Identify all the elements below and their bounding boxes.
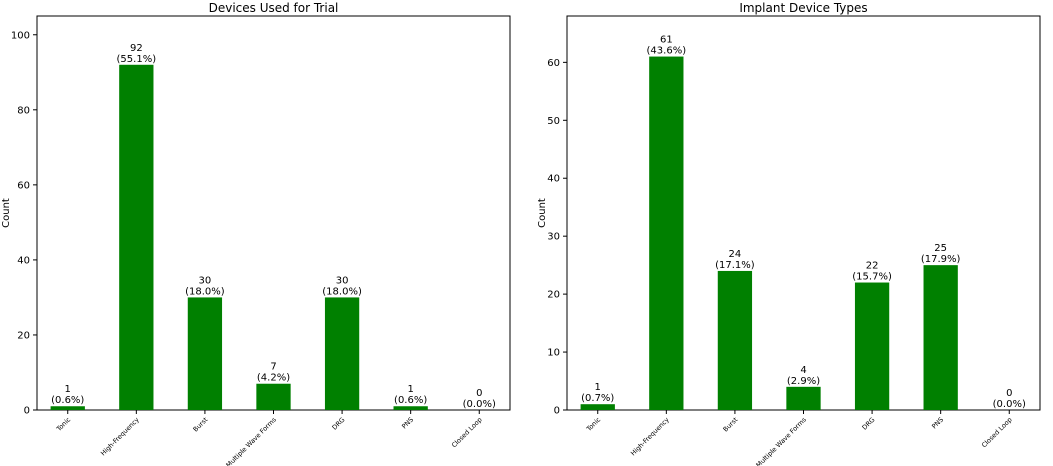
value-label: 1: [407, 384, 413, 395]
value-label: 92: [130, 43, 143, 54]
chart-title: Devices Used for Trial: [209, 1, 339, 15]
x-tick-label: Tonic: [584, 415, 602, 433]
y-tick-label: 50: [547, 116, 560, 127]
y-ticks: 0 20 40 60 80 100: [11, 30, 37, 417]
y-tick-label: 60: [17, 180, 30, 191]
y-tick-label: 0: [554, 406, 560, 417]
percent-label: (17.9%): [921, 254, 961, 265]
percent-label: (0.6%): [51, 395, 84, 406]
y-ticks: 0 10 20 30 40 50 60: [547, 58, 567, 417]
bar-high-frequency: [119, 64, 154, 411]
bar-burst: [717, 270, 753, 410]
value-label: 24: [729, 249, 742, 260]
y-tick-label: 100: [11, 30, 30, 41]
bar-tonic: [580, 404, 615, 410]
x-tick-label: Multiple Wave Forms: [754, 415, 808, 466]
y-tick-label: 40: [547, 174, 560, 185]
x-tick-label: DRG: [861, 416, 877, 432]
bar-tonic: [50, 406, 85, 410]
value-label: 30: [336, 275, 349, 286]
x-tick-label: DRG: [331, 416, 347, 432]
chart-title: Implant Device Types: [739, 1, 867, 15]
bar-burst: [187, 297, 223, 410]
y-tick-label: 20: [547, 290, 560, 301]
percent-label: (17.1%): [715, 260, 755, 271]
bar-multiple-wave-forms: [256, 383, 291, 410]
value-label: 61: [660, 35, 673, 46]
x-tick-label: Closed Loop: [980, 416, 1014, 450]
percent-label: (0.0%): [463, 399, 496, 410]
chart-devices-used-for-trial: Devices Used for Trial Count 02040608010…: [1, 1, 511, 466]
percent-label: (43.6%): [647, 46, 687, 57]
value-label: 0: [1006, 388, 1012, 399]
percent-label: (0.0%): [993, 399, 1026, 410]
bar-pns: [393, 406, 428, 410]
plot-frame: [566, 15, 1041, 411]
x-tick-label: Tonic: [54, 415, 72, 433]
percent-label: (15.7%): [852, 272, 892, 283]
y-tick-label: 0: [24, 406, 30, 417]
y-tick-label: 30: [547, 232, 560, 243]
value-label: 0: [476, 388, 482, 399]
plot-frame: [36, 15, 511, 411]
y-tick-label: 80: [17, 105, 30, 116]
y-tick-label: 20: [17, 330, 30, 341]
value-label: 22: [866, 261, 879, 272]
value-label: 30: [199, 275, 212, 286]
x-tick-label: Burst: [722, 415, 740, 433]
y-axis-label: Count: [1, 198, 12, 228]
value-label: 25: [934, 243, 947, 254]
x-tick-label: High-Frequency: [629, 416, 671, 458]
y-tick-label: 40: [17, 255, 30, 266]
x-ticks: Tonic High-Frequency Burst Multiple Wave Fo…: [54, 410, 484, 466]
value-label: 1: [595, 382, 601, 393]
bar-multiple-wave-forms: [786, 386, 821, 410]
percent-label: (18.0%): [185, 286, 225, 297]
x-tick-label: Burst: [192, 415, 210, 433]
bar-pns: [923, 265, 958, 410]
x-tick-label: Closed Loop: [450, 416, 484, 450]
x-tick-label: High-Frequency: [99, 416, 141, 458]
y-tick-label: 10: [547, 348, 560, 359]
chart-implant-device-types: Implant Device Types Count 0102030405060…: [537, 1, 1041, 466]
x-tick-label: Multiple Wave Forms: [224, 415, 278, 466]
percent-label: (4.2%): [257, 373, 290, 384]
x-tick-label: PNS: [930, 416, 945, 431]
bars: 1(0.7%) 61(43.6%) 24(17.1%) 4(2.9%) 22(15.7%…: [580, 35, 1026, 410]
value-label: 7: [270, 362, 276, 373]
value-label: 4: [800, 365, 806, 376]
percent-label: (18.0%): [322, 286, 362, 297]
bar-high-frequency: [649, 56, 684, 410]
y-axis-label: Count: [537, 198, 548, 228]
percent-label: (2.9%): [787, 376, 820, 387]
x-tick-label: PNS: [400, 416, 415, 431]
y-tick-label: 60: [547, 58, 560, 69]
bar-drg: [324, 297, 360, 410]
percent-label: (0.6%): [394, 395, 427, 406]
bars: 1(0.6%)92(55.1%)30(18.0%)7(4.2%)30(18.0%…: [50, 43, 496, 411]
value-label: 1: [65, 384, 71, 395]
x-ticks: Tonic High-Frequency Burst Multiple Wave Fo…: [584, 410, 1014, 466]
bar-drg: [854, 282, 890, 410]
percent-label: (0.7%): [581, 393, 614, 404]
percent-label: (55.1%): [117, 54, 157, 65]
